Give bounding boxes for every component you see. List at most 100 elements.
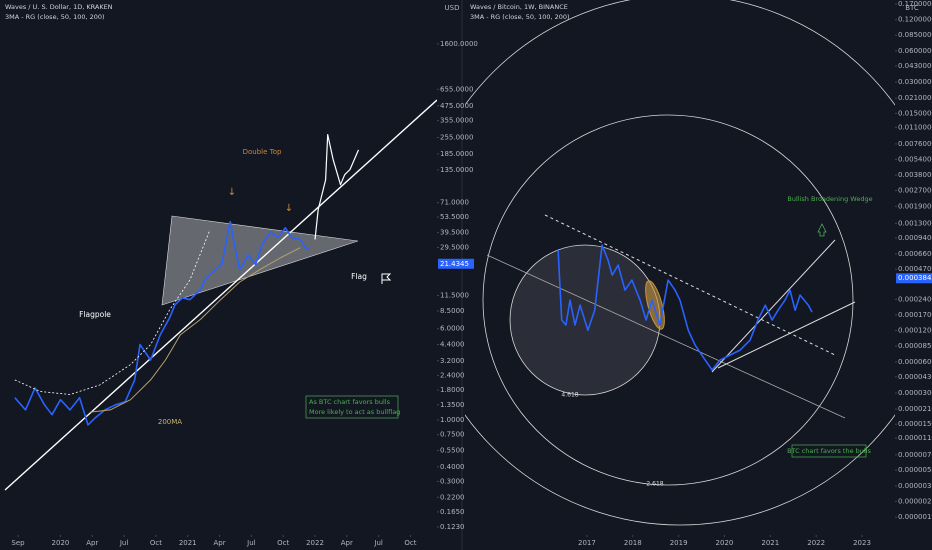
y-tick-label: 71.0000 <box>440 199 469 207</box>
annotation: Flag <box>351 272 367 281</box>
fib-circle <box>465 0 895 526</box>
y-tick-label: 2.4000 <box>440 371 465 379</box>
price-line <box>314 134 360 240</box>
x-tick-label: Oct <box>150 539 162 547</box>
x-tick-label: Apr <box>341 539 353 547</box>
price-tag <box>896 273 932 284</box>
y-tick-label: 255.0000 <box>440 133 473 141</box>
y-tick-label: 11.5000 <box>440 292 469 300</box>
x-tick-label: Jul <box>246 539 256 547</box>
y-tick-label: 6.0000 <box>440 325 465 333</box>
price-tag-label: 0.0003843 <box>898 274 932 282</box>
x-tick-label: Jul <box>119 539 129 547</box>
annotation: More likely to act as bullflag <box>309 408 400 416</box>
price-line <box>14 220 311 426</box>
y-tick-label: 135.0000 <box>440 166 473 174</box>
annotation: 200MA <box>158 418 182 426</box>
price-line <box>90 247 301 413</box>
y-tick-label: 29.5000 <box>440 243 469 251</box>
price-line <box>14 229 211 395</box>
y-tick-label: 3.2000 <box>440 357 465 365</box>
x-tick-label: Oct <box>277 539 289 547</box>
y-tick-label: 0.4000 <box>440 463 465 471</box>
arrow-down: ↓ <box>285 203 293 214</box>
annotation: Double Top <box>243 148 282 156</box>
fib-circle <box>482 114 854 486</box>
wedge-line <box>711 239 836 373</box>
currency: USD <box>445 4 460 12</box>
price-line <box>557 244 813 371</box>
x-tick-label: 2021 <box>761 539 779 547</box>
y-tick-label: 4.4000 <box>440 341 465 349</box>
x-tick-label: 2019 <box>670 539 688 547</box>
annotation: 4.618 <box>561 392 578 399</box>
annotation: Bullish Broadening Wedge <box>787 195 872 203</box>
support-line <box>486 254 846 419</box>
wedge-line <box>717 301 856 369</box>
x-tick-label: Sep <box>11 539 25 547</box>
y-tick-label: 53.5000 <box>440 213 469 221</box>
x-tick-label: 2021 <box>179 539 197 547</box>
y-tick-label: 0.3000 <box>440 477 465 485</box>
trendline <box>4 99 437 491</box>
y-tick-label: 0.2200 <box>440 493 465 501</box>
y-tick-label: 0.7500 <box>440 431 465 439</box>
price-tag <box>438 258 474 269</box>
y-tick-label: 355.0000 <box>440 117 473 125</box>
x-tick-label: 2020 <box>716 539 734 547</box>
y-tick-label: 1.8000 <box>440 386 465 394</box>
y-tick-label: 0.0000038 <box>898 482 932 490</box>
x-tick-label: Oct <box>404 539 416 547</box>
x-tick-label: 2022 <box>807 539 825 547</box>
y-tick-label: 0.5500 <box>440 447 465 455</box>
y-tick-label: 475.0000 <box>440 102 473 110</box>
note-box <box>791 444 867 458</box>
chart-title: Waves / U. S. Dollar, 1D, KRAKEN <box>5 3 113 11</box>
y-tick-label: 1.3500 <box>440 401 465 409</box>
y-tick-label: 655.0000 <box>440 85 473 93</box>
y-tick-label: 8.5000 <box>440 307 465 315</box>
flag-icon <box>381 273 392 284</box>
x-tick-label: Jul <box>373 539 383 547</box>
left-drawings: ↓ ↓ <box>4 99 437 491</box>
plot <box>14 134 360 426</box>
y-tick-label: 1.0000 <box>440 416 465 424</box>
annotation: As BTC chart favors bulls <box>309 398 391 406</box>
y-tick-label: 39.5000 <box>440 229 469 237</box>
y-tick-label: 185.0000 <box>440 150 473 158</box>
plot <box>557 244 813 371</box>
indicator-label: 3MA - RG (close, 50, 100, 200) <box>470 13 570 21</box>
arrow-down: ↓ <box>228 187 236 198</box>
currency: BTC <box>905 4 919 12</box>
x-tick-label: 2018 <box>624 539 642 547</box>
y-tick-label: 0.1230 <box>440 523 465 531</box>
y-tick-label: 0.0000076 <box>898 451 932 459</box>
x-tick-label: Apr <box>213 539 225 547</box>
y-tick-label: 0.0000054 <box>898 466 932 474</box>
